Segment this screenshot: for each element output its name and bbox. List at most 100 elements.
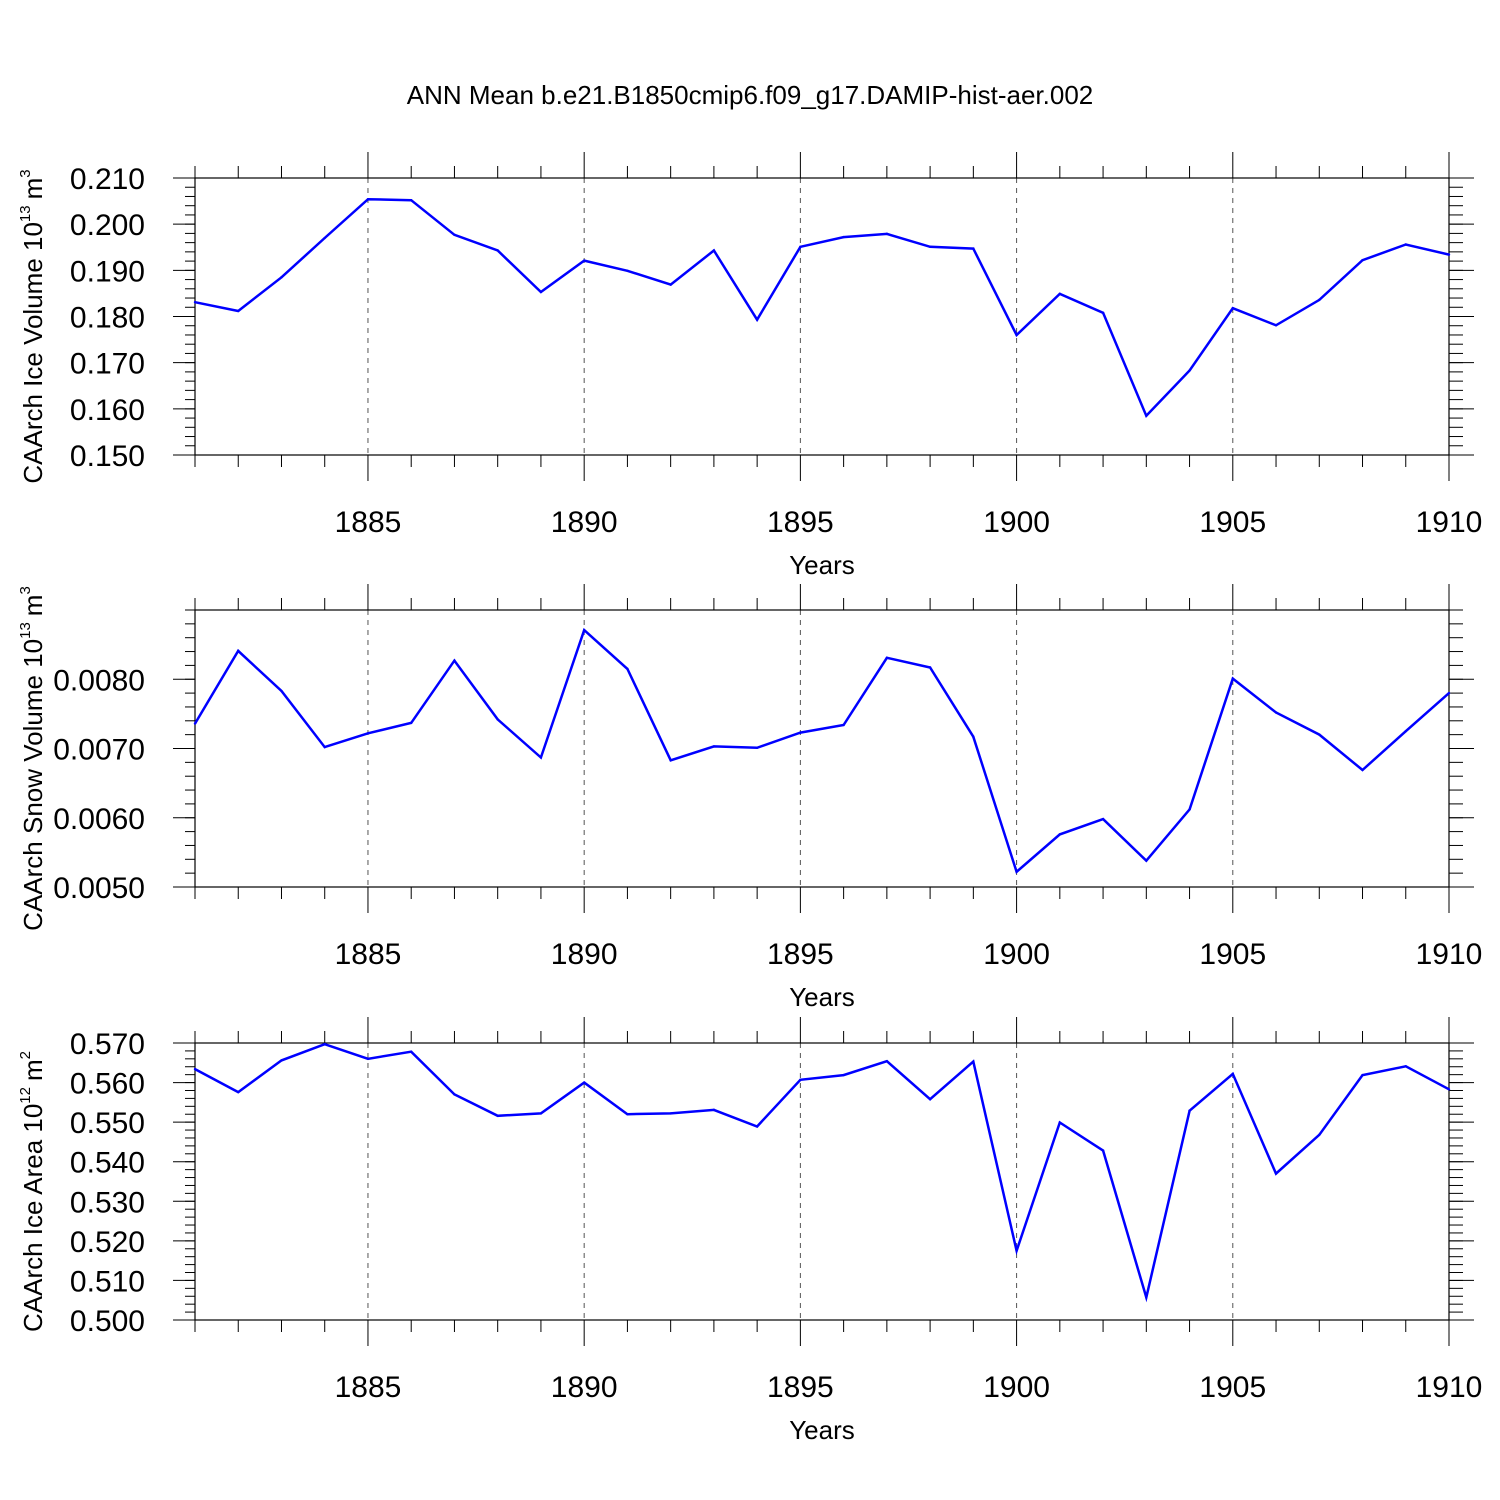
y-axis-label-unit-exponent: 3	[17, 169, 34, 177]
y-axis-label-text: CAArch Ice Volume 10	[18, 222, 48, 484]
plot-frame	[194, 609, 1450, 888]
y-axis-label-unit-exponent: 2	[17, 1051, 34, 1059]
data-point-1882	[237, 649, 240, 653]
series-line	[193, 627, 1450, 874]
data-point-1907	[1318, 733, 1321, 736]
data-point-1908	[1361, 1073, 1364, 1077]
y-axis-label-exponent: 12	[17, 1087, 34, 1104]
data-point-1909	[1404, 243, 1407, 246]
data-point-1908	[1361, 768, 1364, 772]
x-tick-label: 1900	[983, 1371, 1050, 1404]
x-tick-label: 1885	[335, 1371, 402, 1404]
data-point-1884	[323, 745, 326, 749]
y-tick-label: 0.210	[70, 163, 145, 196]
data-point-1890	[582, 1081, 586, 1084]
data-point-1886	[410, 1050, 413, 1053]
data-point-1899	[972, 735, 975, 738]
y-tick-label: 0.0060	[53, 803, 145, 836]
data-point-1889	[539, 756, 543, 759]
y-tick-label: 0.0070	[53, 734, 145, 767]
data-point-1882	[237, 309, 240, 313]
y-axis-label-text: CAArch Snow Volume 10	[18, 639, 48, 931]
data-point-1882	[237, 1090, 240, 1094]
x-tick-label: 1910	[1416, 938, 1483, 971]
data-point-1910	[1447, 1088, 1451, 1091]
x-tick-label: 1890	[551, 506, 618, 539]
panel-1: 0.150 0.160 0.170 0.180 0.190 0.200 0.210 1885 1…	[17, 152, 1482, 580]
data-point-1900	[1015, 870, 1018, 873]
x-tick-label: 1905	[1199, 506, 1266, 539]
x-axis-label: Years	[789, 1415, 855, 1445]
data-point-1893	[712, 745, 716, 748]
data-point-1902	[1101, 1149, 1105, 1152]
y-axis-label: CAArch Snow Volume 1013 m3	[17, 586, 48, 931]
y-tick-label: 0.550	[70, 1107, 145, 1140]
data-point-1892	[669, 283, 672, 286]
x-tick-label: 1895	[767, 1371, 834, 1404]
x-tick-label: 1910	[1416, 1371, 1483, 1404]
panel-3: 0.500 0.510 0.520 0.530 0.540 0.550 0.560 0.570…	[17, 1017, 1482, 1445]
data-point-1905	[1231, 1072, 1234, 1076]
x-tick-label: 1890	[551, 1371, 618, 1404]
data-point-1907	[1318, 298, 1321, 302]
y-tick-label: 0.0080	[53, 664, 145, 697]
data-point-1897	[885, 656, 889, 659]
data-point-1895	[799, 245, 802, 248]
data-point-1895	[799, 1078, 802, 1082]
y-axis-label-unit-exponent: 3	[17, 586, 34, 594]
data-point-1898	[928, 245, 932, 248]
panels-container: 0.150 0.160 0.170 0.180 0.190 0.200 0.210 1885 1…	[17, 152, 1482, 1445]
data-point-1888	[496, 718, 499, 721]
x-tick-label: 1885	[335, 938, 402, 971]
data-point-1905	[1231, 306, 1234, 310]
x-tick-label: 1905	[1199, 938, 1266, 971]
y-tick-label: 0.190	[70, 255, 145, 288]
y-axis-label: CAArch Ice Volume 1013 m3	[17, 169, 48, 483]
x-tick-label: 1905	[1199, 1371, 1266, 1404]
data-point-1897	[885, 232, 889, 236]
data-point-1887	[453, 233, 456, 236]
data-point-1890	[582, 259, 586, 262]
data-point-1901	[1058, 292, 1062, 296]
data-point-1901	[1058, 833, 1062, 836]
x-tick-label: 1900	[983, 506, 1050, 539]
data-point-1883	[280, 276, 283, 279]
x-tick-label: 1910	[1416, 506, 1483, 539]
data-point-1905	[1231, 677, 1234, 680]
plot-frame	[194, 1042, 1450, 1321]
x-tick-label: 1885	[335, 506, 402, 539]
data-point-1888	[496, 1114, 499, 1118]
y-tick-label: 0.510	[70, 1265, 145, 1298]
x-tick-label: 1900	[983, 938, 1050, 971]
data-point-1889	[539, 1112, 543, 1115]
data-point-1910	[1447, 691, 1451, 695]
x-axis-label: Years	[789, 550, 855, 580]
data-point-1904	[1188, 369, 1191, 372]
data-point-1892	[669, 759, 672, 762]
y-tick-label: 0.520	[70, 1226, 145, 1259]
series-line	[194, 197, 1450, 419]
data-point-1893	[712, 1108, 716, 1112]
y-tick-label: 0.540	[70, 1147, 145, 1180]
y-tick-label: 0.160	[70, 394, 145, 427]
data-point-1906	[1274, 324, 1278, 327]
data-point-1881	[193, 300, 197, 304]
y-tick-label: 0.560	[70, 1068, 145, 1101]
y-axis-label-unit: m	[18, 595, 48, 617]
data-point-1904	[1188, 1109, 1191, 1112]
data-point-1884	[323, 236, 326, 240]
data-point-1889	[539, 290, 543, 294]
data-point-1896	[842, 723, 845, 727]
data-point-1906	[1274, 711, 1278, 714]
data-point-1898	[928, 666, 932, 669]
data-point-1894	[755, 1125, 759, 1128]
data-point-1909	[1404, 729, 1407, 733]
data-point-1887	[453, 659, 456, 662]
panel-2: 0.0050 0.0060 0.0070 0.0080 1885 1890 1895 1900…	[17, 584, 1482, 1012]
data-point-1884	[323, 1042, 326, 1046]
data-point-1891	[626, 667, 629, 671]
x-tick-label: 1895	[767, 506, 834, 539]
figure-title: ANN Mean b.e21.B1850cmip6.f09_g17.DAMIP-…	[407, 80, 1094, 110]
data-point-1903	[1145, 414, 1148, 417]
